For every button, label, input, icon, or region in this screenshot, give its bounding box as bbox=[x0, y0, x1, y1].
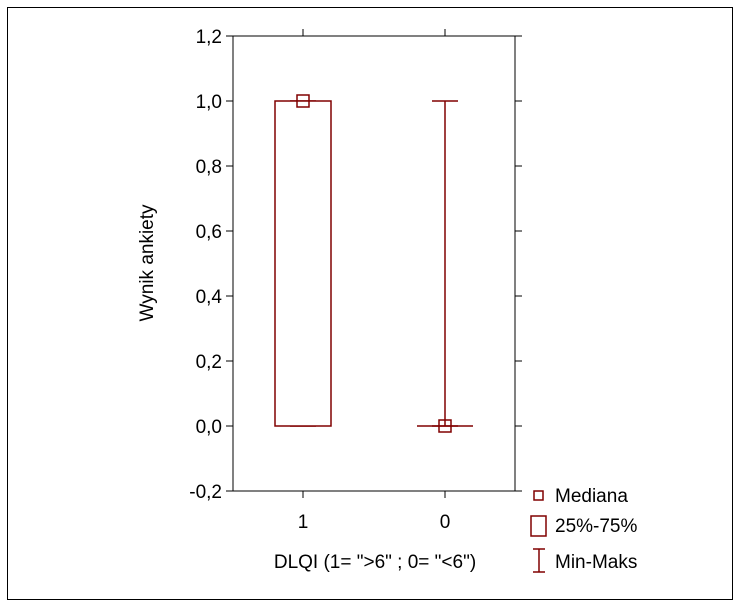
median-marker bbox=[296, 94, 310, 108]
plot-area bbox=[232, 35, 516, 492]
box-marks bbox=[274, 94, 473, 433]
legend-label-box: 25%-75% bbox=[555, 516, 637, 537]
y-axis-title: Wynik ankiety bbox=[137, 204, 158, 322]
y-tick-label: 0,8 bbox=[196, 157, 222, 178]
y-tick-label: 0,4 bbox=[196, 287, 223, 308]
median-marker bbox=[438, 419, 452, 433]
y-tick-label: 0,0 bbox=[196, 417, 222, 438]
y-tick-label: -0,2 bbox=[189, 482, 222, 503]
legend-label-median: Mediana bbox=[555, 486, 628, 507]
legend-label-whisker: Min-Maks bbox=[555, 552, 637, 573]
x-axis-title: DLQI (1= ">6" ; 0= "<6") bbox=[274, 552, 476, 573]
legend-median-swatch bbox=[533, 490, 544, 501]
chart-frame bbox=[7, 7, 733, 600]
iqr-box bbox=[274, 100, 332, 427]
y-tick-label: 0,2 bbox=[196, 352, 222, 373]
x-tick-label: 0 bbox=[440, 512, 451, 533]
y-tick-label: 1,2 bbox=[196, 27, 222, 48]
y-tick-label: 0,6 bbox=[196, 222, 222, 243]
y-tick-label: 1,0 bbox=[196, 92, 222, 113]
x-tick-label: 1 bbox=[298, 512, 309, 533]
legend-whisker-swatch bbox=[533, 548, 545, 573]
y-axis: -0,2 0,0 0,2 0,4 0,6 0,8 1,0 1,2 bbox=[189, 27, 522, 503]
legend: Mediana 25%-75% Min-Maks bbox=[530, 486, 637, 573]
legend-box-swatch bbox=[530, 515, 547, 537]
